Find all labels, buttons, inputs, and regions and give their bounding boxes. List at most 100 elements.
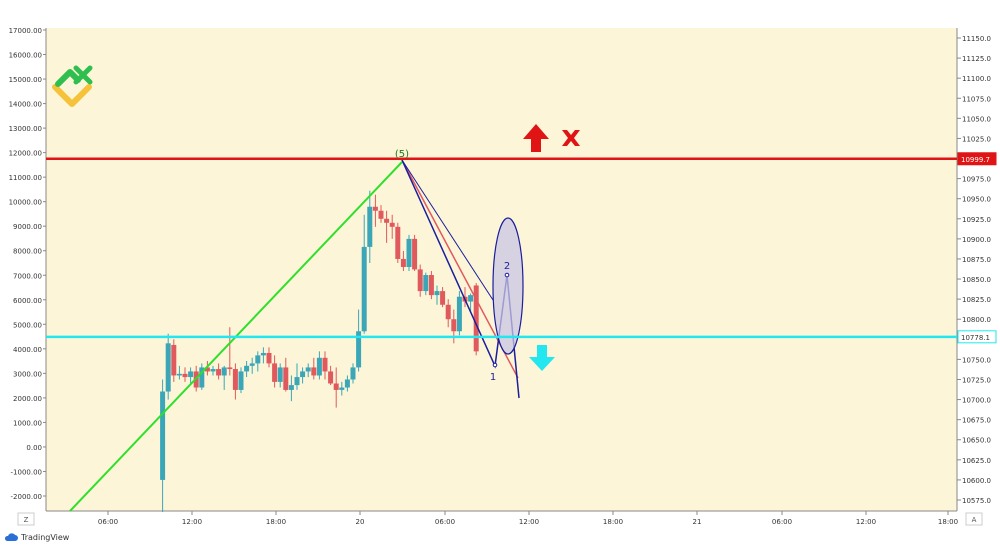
candle-body xyxy=(160,391,166,480)
candle-body xyxy=(417,269,423,292)
time-tick-label: 12:00 xyxy=(519,518,539,526)
resistance-price-label: 10999.7 xyxy=(961,156,990,164)
candle-body xyxy=(367,206,373,247)
wave-5-label: (5) xyxy=(395,149,409,160)
left-tick-label: 8000.00 xyxy=(13,248,42,256)
right-tick-label: 10650.0 xyxy=(962,437,991,445)
resistance-price-badge xyxy=(957,152,997,166)
candle-body xyxy=(456,296,462,332)
right-tick-label: 11050.0 xyxy=(962,115,991,123)
candle-body xyxy=(255,355,261,364)
left-tick-label: 6000.00 xyxy=(13,297,42,305)
right-tick-label: 10925.0 xyxy=(962,216,991,224)
right-tick-label: 10825.0 xyxy=(962,296,991,304)
cloud-icon xyxy=(4,533,18,541)
right-tick-label: 10875.0 xyxy=(962,256,991,264)
right-tick-label: 10975.0 xyxy=(962,176,991,184)
left-tick-label: 17000.00 xyxy=(9,27,42,35)
left-tick-label: 16000.00 xyxy=(9,52,42,60)
right-tick-label: 10900.0 xyxy=(962,236,991,244)
candle-body xyxy=(350,367,356,380)
candle-body xyxy=(294,377,300,386)
candle-body xyxy=(165,343,171,392)
time-tick-label: 12:00 xyxy=(856,518,876,526)
candle-body xyxy=(204,367,210,372)
candle-body xyxy=(300,371,306,378)
right-tick-label: 10700.0 xyxy=(962,397,991,405)
candle-body xyxy=(182,373,188,378)
support-price-label: 10778.1 xyxy=(961,334,990,342)
corner-right-label[interactable]: A xyxy=(972,516,977,524)
right-tick-label: 10950.0 xyxy=(962,196,991,204)
time-axis: 06:00 12:00 18:00 20 06:00 12:00 18:00 21 06:00 1… xyxy=(17,511,983,526)
right-tick-label: 10625.0 xyxy=(962,457,991,465)
candle-body xyxy=(361,246,367,332)
right-tick-label: 11100.0 xyxy=(962,75,991,83)
corner-left-label[interactable]: Z xyxy=(24,516,29,524)
logo-green-stroke xyxy=(55,69,81,87)
candle-body xyxy=(232,369,238,390)
candle-body xyxy=(400,258,406,267)
time-tick-label: 21 xyxy=(693,518,702,526)
candle-body xyxy=(221,367,227,376)
time-tick-label: 12:00 xyxy=(182,518,202,526)
logo-green-cross xyxy=(73,65,93,85)
left-tick-label: 7000.00 xyxy=(13,272,42,280)
left-tick-label: 2000.00 xyxy=(13,395,42,403)
candle-body xyxy=(428,275,434,296)
annotations-group: (5) 1 2 xyxy=(395,124,580,383)
candle-body xyxy=(468,295,474,302)
left-tick-label: 14000.00 xyxy=(9,101,42,109)
candle-body xyxy=(372,206,378,211)
candle-body xyxy=(266,352,272,364)
left-tick-label: -1000.00 xyxy=(11,468,42,476)
candle-body xyxy=(445,304,451,320)
corner-right-box[interactable] xyxy=(965,512,983,526)
left-tick-label: 0.00 xyxy=(26,444,42,452)
time-tick-label: 18:00 xyxy=(938,518,958,526)
logo-yellow-chevron xyxy=(52,84,92,107)
time-tick-label: 06:00 xyxy=(98,518,118,526)
candle-body xyxy=(305,367,311,372)
candle-body xyxy=(283,367,289,390)
corner-left-box[interactable] xyxy=(17,512,35,526)
candle-body xyxy=(322,357,328,372)
left-tick-label: 4000.00 xyxy=(13,346,42,354)
left-price-axis: 17000.0016000.0015000.0014000.0013000.00… xyxy=(9,27,957,512)
candle-body xyxy=(356,331,362,368)
left-tick-label: 10000.00 xyxy=(9,199,42,207)
candle-body xyxy=(473,285,479,352)
right-tick-label: 10800.0 xyxy=(962,316,991,324)
candle-body xyxy=(272,363,278,382)
time-tick-label: 18:00 xyxy=(603,518,623,526)
support-price-badge xyxy=(957,330,997,344)
left-tick-label: 1000.00 xyxy=(13,419,42,427)
candle-body xyxy=(171,344,177,376)
time-tick-label: 18:00 xyxy=(266,518,286,526)
candle-body xyxy=(316,357,322,376)
broker-logo-icon xyxy=(52,65,93,107)
candle-body xyxy=(249,363,255,366)
candle-body xyxy=(210,369,216,372)
candle-body xyxy=(333,383,339,390)
candle-body xyxy=(344,379,350,388)
right-tick-label: 11025.0 xyxy=(962,135,991,143)
tradingview-footer[interactable]: TradingView xyxy=(4,533,69,542)
point-2-label: 2 xyxy=(504,261,510,272)
left-tick-label: 5000.00 xyxy=(13,321,42,329)
candle-body xyxy=(227,367,233,370)
right-tick-label: 11125.0 xyxy=(962,55,991,63)
candle-body xyxy=(412,238,418,270)
candle-body xyxy=(244,365,250,372)
candle-body xyxy=(339,387,345,390)
candle-body xyxy=(451,319,457,332)
candle-body xyxy=(260,352,266,356)
candle-body xyxy=(176,373,182,376)
left-tick-label: 3000.00 xyxy=(13,370,42,378)
levels-group: 10999.7 10778.1 xyxy=(46,152,997,344)
candle-body xyxy=(378,210,384,219)
right-tick-label: 10850.0 xyxy=(962,276,991,284)
candle-body xyxy=(199,367,205,388)
